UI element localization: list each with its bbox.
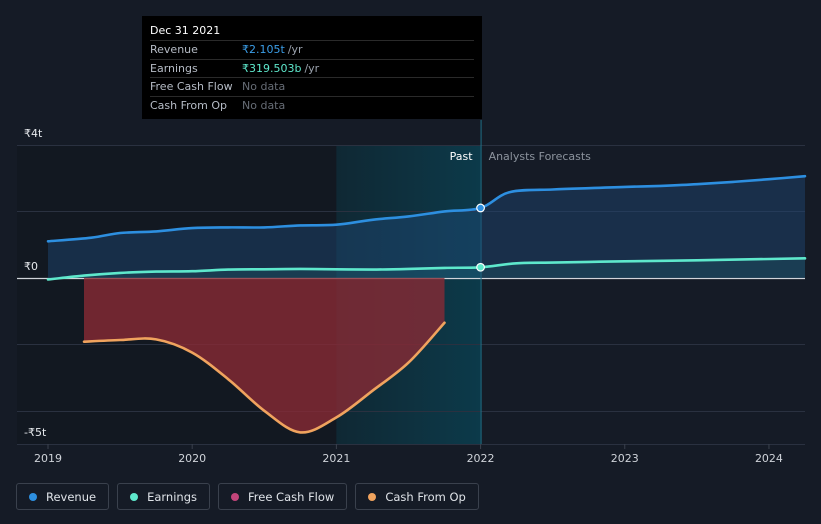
past-label: Past — [450, 150, 474, 163]
tooltip-label: Cash From Op — [150, 98, 228, 112]
x-tick-label: 2022 — [467, 452, 495, 465]
tooltip-row-earnings: Earnings ₹319.503b /yr — [150, 58, 474, 78]
tooltip-value: ₹319.503b — [242, 61, 302, 75]
tooltip-value: No data — [242, 98, 286, 112]
tooltip-row-revenue: Revenue ₹2.105t /yr — [150, 40, 474, 59]
legend-label: Revenue — [46, 489, 97, 504]
y-tick-label: -₹5t — [24, 426, 47, 439]
tooltip-unit: /yr — [304, 61, 320, 75]
legend-item-free-cash-flow[interactable]: Free Cash Flow — [218, 483, 348, 510]
area-revenue — [48, 176, 805, 278]
legend-label: Free Cash Flow — [248, 489, 335, 504]
y-tick-label: ₹0 — [24, 260, 38, 273]
legend-label: Earnings — [147, 489, 197, 504]
tooltip-unit: /yr — [287, 43, 303, 57]
legend-item-cash-from-op[interactable]: Cash From Op — [355, 483, 479, 510]
forecast-label: Analysts Forecasts — [489, 150, 592, 163]
marker-revenue — [476, 203, 485, 213]
tooltip-value: No data — [242, 80, 286, 94]
tooltip-label: Revenue — [150, 43, 198, 57]
tooltip-row-cash-from-op: Cash From Op No data — [150, 95, 474, 115]
legend-item-earnings[interactable]: Earnings — [117, 483, 210, 510]
x-tick-label: 2023 — [611, 452, 639, 465]
legend: Revenue Earnings Free Cash Flow Cash Fro… — [16, 483, 479, 510]
x-tick-label: 2024 — [755, 452, 783, 465]
legend-dot-icon — [130, 492, 139, 501]
line-cash-from-op — [82, 321, 446, 434]
tooltip-date: Dec 31 2021 — [150, 24, 221, 37]
legend-dot-icon — [231, 492, 239, 501]
tooltip-row-free-cash-flow: Free Cash Flow No data — [150, 77, 474, 96]
marker-earnings — [476, 262, 485, 272]
legend-dot-icon — [368, 492, 377, 501]
line-revenue — [46, 174, 807, 243]
tooltip-value: ₹2.105t — [242, 43, 285, 57]
tooltip-label: Earnings — [150, 61, 198, 75]
legend-dot-icon — [29, 492, 37, 501]
area-free-cash-flow — [84, 277, 445, 433]
legend-label: Cash From Op — [385, 489, 466, 504]
tooltip-label: Free Cash Flow — [150, 80, 233, 94]
tooltip: Dec 31 2021 Revenue ₹2.105t /yr Earnings… — [142, 16, 482, 119]
x-tick-label: 2019 — [34, 452, 62, 465]
line-earnings — [46, 257, 807, 281]
y-tick-label: ₹4t — [24, 127, 43, 140]
x-tick-label: 2020 — [178, 452, 206, 465]
x-tick-label: 2021 — [322, 452, 350, 465]
legend-item-revenue[interactable]: Revenue — [16, 483, 110, 510]
